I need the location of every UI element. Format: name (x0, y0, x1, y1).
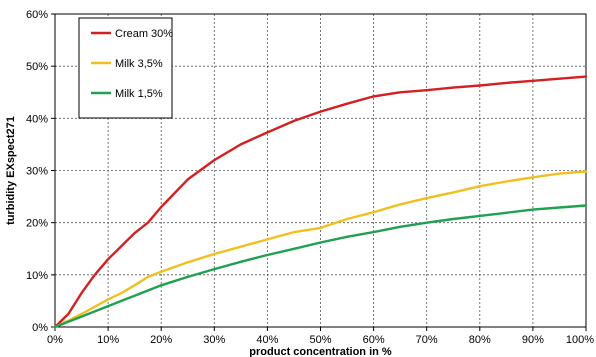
y-axis-title: turbidity EXspect271 (5, 116, 17, 225)
x-tick-label: 0% (47, 334, 63, 346)
legend-label: Milk 3,5% (115, 58, 163, 70)
y-tick-label: 60% (26, 9, 48, 21)
x-tick-label: 10% (97, 334, 119, 346)
y-tick-label: 20% (26, 218, 48, 230)
legend-label: Cream 30% (115, 28, 173, 40)
legend: Cream 30% Milk 3,5% Milk 1,5% (78, 17, 173, 119)
x-tick-label: 100% (566, 334, 594, 346)
y-tick-label: 10% (26, 270, 48, 282)
series-line-2 (53, 204, 588, 329)
y-axis-ticks: 0% 10% 20% 30% 40% 50% 60% (26, 9, 55, 334)
series-line-0 (53, 75, 588, 329)
legend-box (78, 17, 173, 119)
legend-label: Milk 1,5% (115, 88, 163, 100)
x-tick-label: 20% (150, 334, 172, 346)
x-tick-label: 40% (256, 334, 278, 346)
series-lines (53, 75, 588, 329)
y-tick-label: 40% (26, 113, 48, 125)
x-tick-label: 60% (363, 334, 385, 346)
series-line-1 (53, 170, 588, 329)
x-tick-label: 80% (469, 334, 491, 346)
y-tick-label: 30% (26, 166, 48, 178)
x-tick-label: 50% (309, 334, 331, 346)
y-tick-label: 0% (32, 322, 48, 334)
x-axis-title: product concentration in % (249, 346, 392, 357)
x-tick-label: 90% (522, 334, 544, 346)
x-tick-label: 30% (203, 334, 225, 346)
x-axis-ticks: 0% 10% 20% 30% 40% 50% 60% 70% 80% 90% 100% (47, 327, 594, 346)
y-tick-label: 50% (26, 61, 48, 73)
x-tick-label: 70% (416, 334, 438, 346)
